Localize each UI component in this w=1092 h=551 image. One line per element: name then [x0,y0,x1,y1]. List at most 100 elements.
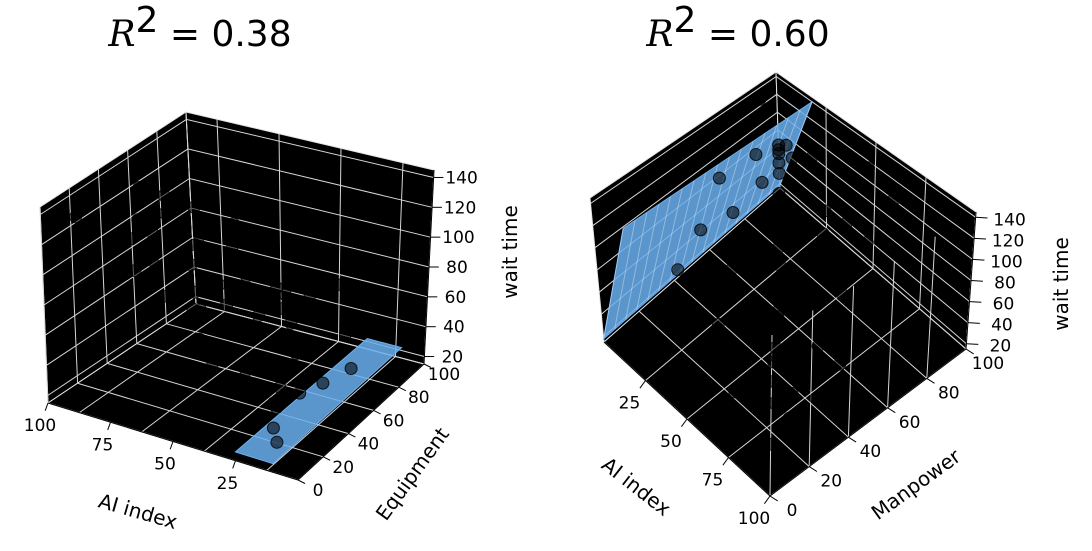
chart-1-data-point [252,309,265,323]
chart-2-data-point [694,223,708,237]
chart-2-y-tick [848,436,857,443]
chart-2-y-tick-label: 20 [820,472,842,492]
chart-1-data-point [316,376,330,390]
chart-1-z-tick-label: 140 [445,169,477,189]
chart-2-data-point [770,284,784,298]
chart-2-y-tick-label: 0 [787,501,798,521]
chart-1-data-point [293,386,307,400]
chart-1-data-point [131,213,145,227]
chart-2-y-tick [808,466,818,472]
chart-1-y-axis-line [297,363,425,481]
chart-2-z-axis-label: wait time [1049,237,1073,331]
chart-1-data-point [302,292,316,306]
chart-2-data-point [728,385,742,399]
chart-1-x-tick [107,422,111,431]
chart-2-data-point [706,345,720,358]
chart-1-data-point [334,278,348,292]
chart-1-z-tick-label: 100 [442,228,474,248]
chart-2-x-tick-label: 50 [660,432,682,452]
chart-2-data-point [767,396,781,410]
chart-2-x-tick [763,495,771,504]
chart-2-data-point [773,258,787,272]
chart-2-surface-stripe [614,220,636,330]
chart-1-z-tick-label: 80 [446,258,468,278]
chart-2-data-point [711,317,725,331]
chart-1-y-axis-label: Equipment [371,423,454,525]
chart-1-data-point [157,188,171,202]
chart-1-data-point [206,356,220,370]
chart-2-y-tick-label: 40 [860,442,882,462]
chart-2-surface-stripe [735,133,766,224]
chart-2-surface-stripe [625,212,648,320]
chart-1-x-tick [44,402,49,411]
chart-1-data-point [140,243,153,257]
chart-1-data-point [112,239,126,253]
chart-2-surface-stripe [647,196,671,301]
chart-2-z-gridline [590,75,976,218]
chart-1-data-point [278,288,292,302]
chart-2-surface-stripe [669,180,695,282]
chart-1-y-gridline [68,187,324,458]
chart-1-data-point [289,347,303,361]
chart-2-y-tick [965,348,974,355]
chart-1-x-tick-label: 75 [92,435,114,455]
chart-1-data-point [158,206,172,220]
chart-2-z-gridline [592,93,975,239]
chart-2-z-tick [975,216,988,219]
chart-2-data-point [785,151,799,165]
chart-2-surface-stripe [680,172,707,272]
chart-1-data-point [101,214,115,228]
chart-2-points [657,92,901,451]
chart-2-surface-stripe [636,204,660,311]
chart-1-y-tick [297,479,306,484]
chart-2-surface-stripe [658,188,683,291]
chart-2-z-tick-label: 20 [990,337,1012,357]
chart-1-x-tick-label: 100 [24,416,56,436]
chart-2-data-point [782,411,796,425]
chart-2-z-tick [974,237,987,240]
chart-2-x-tick-label: 75 [702,471,724,491]
chart-2-data-point [753,92,767,106]
chart-1-data-point [266,262,280,276]
chart-1-z-tick-label: 120 [444,198,476,218]
chart-2-data-point [818,204,832,218]
chart-2-z-tick-label: 120 [992,231,1024,251]
chart-1-data-point [225,316,238,330]
chart-1-data-point [240,269,254,283]
chart-2-data-point [674,358,688,372]
chart-2-z-tick [966,343,979,345]
chart-1-y-gridline [127,149,374,411]
chart-1-data-point [172,258,186,272]
chart-1-data-point [69,210,83,224]
chart-2-z-tick [972,258,985,261]
chart-2-x-axis-label: AI index [597,452,675,521]
chart-2-data-point [795,230,809,244]
chart-2-data-point [712,171,726,185]
chart-2-data-point [877,305,891,319]
chart-2-data-point [769,341,782,354]
chart-2-y-tick-label: 60 [899,413,921,433]
chart-2-data-point [749,148,763,161]
chart-1-data-point [199,250,212,264]
chart-1-data-point [180,278,194,292]
chart-2-z-tick-label: 140 [993,210,1025,230]
chart-2-data-point [828,327,842,341]
chart-2-y-tick [887,407,896,414]
chart-1-y-tick-label: 20 [332,458,354,478]
chart-1-y-gridline [97,168,349,435]
chart-1-z-tick-label: 40 [443,318,465,338]
chart-2-data-point [771,310,785,324]
chart-2-data-point [798,282,812,296]
chart-1-data-point [339,327,352,341]
chart-2-data-point [833,357,847,371]
chart-2-y-axis-label: Manpower [867,444,966,525]
chart-2-x-tick [639,380,646,389]
chart-1-data-point [225,242,239,256]
chart-2-y-tick [926,377,935,384]
chart-2-surface-stripe [713,149,742,243]
chart-2-data-point [671,263,685,277]
chart-1-data-point [146,227,160,241]
chart-2-y-axis-line [769,348,967,497]
chart-1-data-point [258,230,272,244]
